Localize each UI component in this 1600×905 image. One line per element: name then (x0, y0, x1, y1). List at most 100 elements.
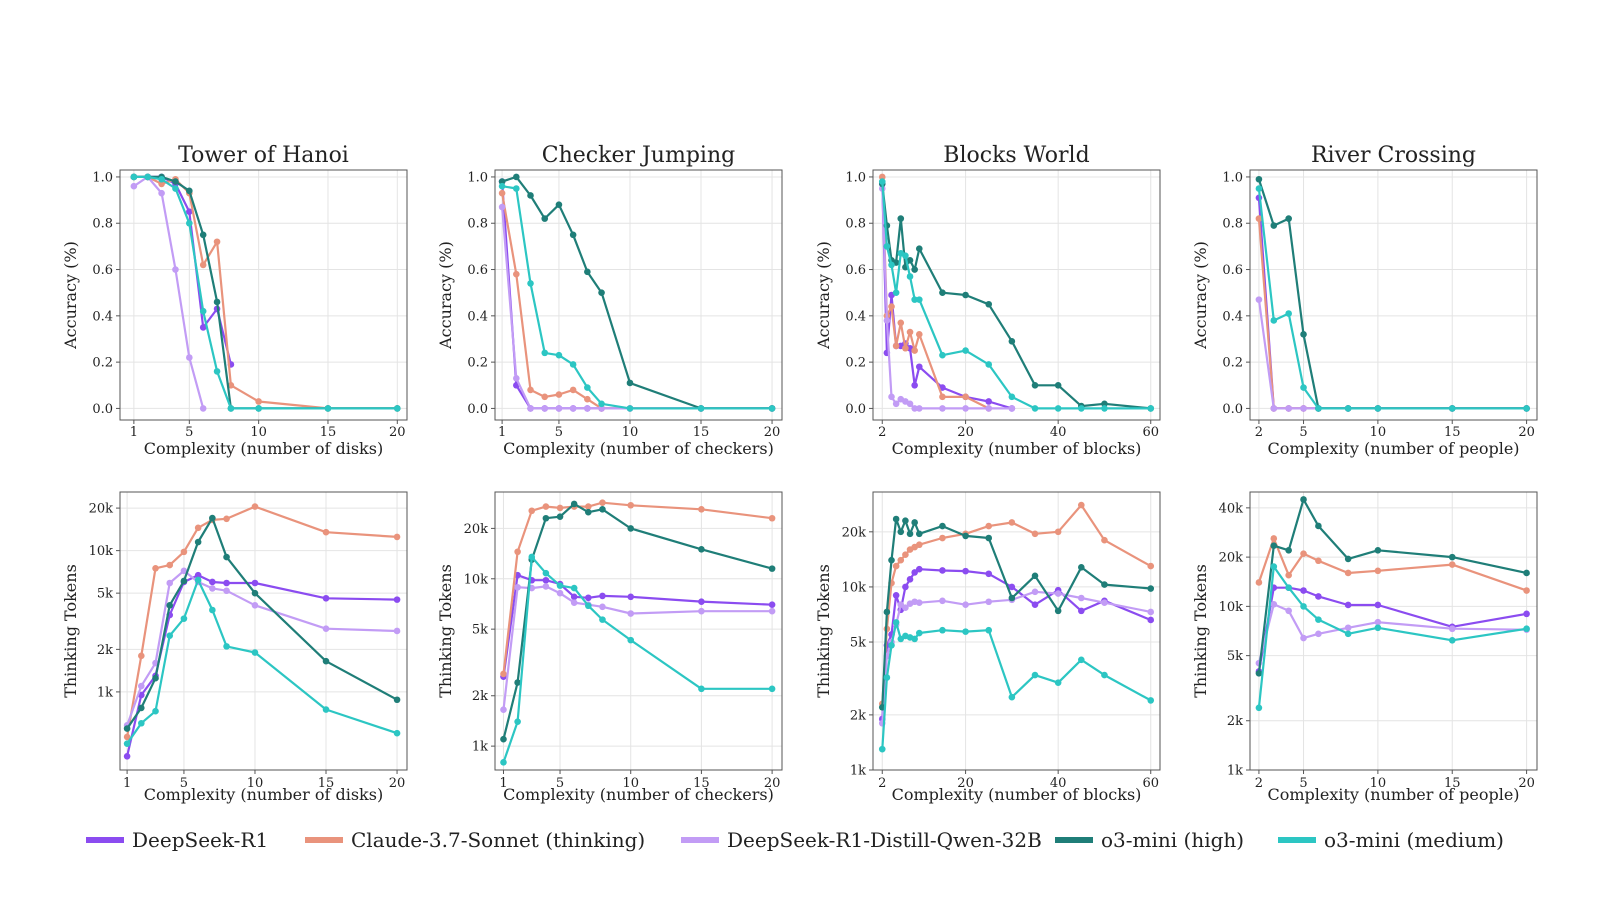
chart-5-series-5-point (166, 632, 174, 639)
chart-6-series-2-point (698, 506, 705, 513)
chart-7-ytick-label: 20k (842, 525, 867, 540)
chart-7-series-3-point (915, 599, 923, 607)
chart-2-series-4-point (527, 192, 534, 199)
chart-5-series-4-point (223, 553, 230, 561)
legend-item-5: o3-mini (medium) (1278, 828, 1504, 852)
chart-1-series-5-point (130, 173, 138, 181)
chart-6-series-5 (500, 553, 776, 766)
chart-2-series-4-point (513, 173, 520, 181)
chart-7-series-3-point (962, 601, 969, 608)
chart-7-series-2-point (1008, 519, 1016, 526)
chart-4-title: River Crossing (1311, 143, 1476, 168)
chart-8-series-2-point (1523, 587, 1530, 594)
chart-6-series-3-point (698, 607, 705, 615)
chart-4-series-2-line (1257, 218, 1527, 410)
chart-4-ytick-label: 0.2 (1222, 356, 1243, 371)
chart-7-series-2-point (892, 562, 900, 570)
chart-5-series-5-point (209, 606, 216, 614)
chart-3-series-5 (878, 178, 1155, 412)
chart-7-series-2-point (1054, 528, 1062, 536)
chart-2-series-3-point (598, 405, 605, 412)
chart-8-series-1-point (1374, 601, 1382, 609)
chart-5-series-4-point (251, 589, 259, 597)
chart-2-series-5 (498, 182, 776, 412)
chart-5-frame (119, 491, 408, 771)
chart-8-ytick-label: 5k (1227, 649, 1243, 664)
chart-2-xtick-label: 1 (498, 425, 506, 440)
chart-7-series-4-line (881, 517, 1151, 708)
chart-1-series-4-point (172, 178, 179, 185)
chart-1-series-1-point (186, 208, 193, 215)
chart-5-series-5-point (152, 707, 159, 715)
chart-7-series-5-point (962, 628, 969, 635)
chart-8-xtick-label: 15 (1444, 776, 1461, 791)
chart-3-series-5-point (915, 296, 923, 303)
chart-3-series-4-point (1054, 381, 1062, 389)
chart-1-series-2-line (133, 175, 398, 410)
chart-1-series-5-point (144, 173, 152, 181)
chart-4-frame (1249, 169, 1538, 421)
chart-6-series-5-point (599, 616, 606, 623)
chart-7-xtick-label: 20 (957, 776, 974, 791)
chart-1-series-5-point (324, 405, 332, 412)
chart-8: 2 5 10 15 20 1k 2k 5k 10k 20k 40k Complexity (numbe… (1191, 491, 1538, 804)
chart-6-series-3-point (768, 607, 776, 615)
chart-7-series-4-point (883, 608, 891, 616)
chart-1-ytick-label: 0.8 (92, 217, 113, 232)
chart-4-xlabel: Complexity (number of people) (1267, 439, 1519, 458)
chart-3-series-4-point (985, 300, 993, 308)
chart-7-series-1-point (1078, 607, 1085, 615)
chart-3-series-4-point (1008, 337, 1016, 345)
chart-5-series-5-point (123, 740, 131, 747)
chart-3-series-4-point (1031, 381, 1039, 389)
chart-3-title: Blocks World (943, 143, 1089, 168)
chart-3-series-5-point (878, 178, 886, 185)
chart-6-series-5-point (528, 553, 536, 561)
chart-2-ytick-label: 0.2 (467, 356, 488, 371)
chart-3-series-5-point (1078, 405, 1085, 412)
chart-3-series-1-point (915, 363, 923, 371)
chart-6-xlabel: Complexity (number of checkers) (503, 785, 774, 804)
chart-4-series-3-point (1270, 405, 1278, 412)
chart-6-series-2-point (514, 548, 521, 556)
chart-1-series-2 (130, 173, 401, 412)
chart-5-ytick-label: 20k (89, 502, 114, 517)
chart-5-series-5-point (322, 706, 330, 713)
chart-3-series-5-line (881, 181, 1151, 410)
chart-1-series-2-point (227, 381, 235, 389)
chart-7-ylabel: Thinking Tokens (814, 564, 833, 698)
chart-3-series-2-point (911, 347, 918, 354)
chart-2-series-5-point (584, 384, 591, 391)
chart-3-series-2-point (962, 393, 969, 401)
chart-7-series-2-point (1147, 562, 1155, 570)
chart-1-series-5-point (199, 307, 207, 315)
chart-7-series-4-point (985, 534, 993, 542)
chart-8-series-2-point (1255, 579, 1263, 586)
chart-3-series-3 (878, 185, 1016, 412)
chart-4-series-5-point (1255, 185, 1263, 192)
chart-4-series-5-point (1300, 384, 1307, 391)
chart-6-series-4-point (500, 735, 507, 743)
chart-2-series-4-point (569, 231, 577, 239)
chart-1-series-4-point (186, 187, 193, 195)
chart-3-series-4-point (906, 256, 914, 264)
chart-7-ytick-label: 5k (850, 636, 866, 651)
chart-2-series-3-point (569, 405, 577, 412)
chart-3-series-2-point (897, 319, 905, 327)
chart-7-series-4-point (915, 530, 923, 538)
chart-6-ylabel: Thinking Tokens (436, 564, 455, 698)
chart-1-series-1-point (199, 324, 207, 331)
chart-6-ytick-label: 2k (472, 689, 488, 704)
chart-2-series-5-point (569, 361, 577, 368)
chart-6-series-2 (500, 499, 776, 678)
chart-6-series-1-point (585, 594, 592, 602)
chart-6-series-4-point (514, 679, 521, 686)
chart-8-series-5-point (1374, 624, 1382, 632)
chart-8-series-4-point (1344, 555, 1352, 563)
chart-3-series-1-point (911, 381, 918, 389)
chart-5-series-4-point (152, 674, 159, 682)
chart-8-series-4-point (1300, 496, 1307, 503)
chart-7-series-3-point (1078, 594, 1085, 602)
chart-3-ytick-label: 1.0 (845, 170, 866, 185)
